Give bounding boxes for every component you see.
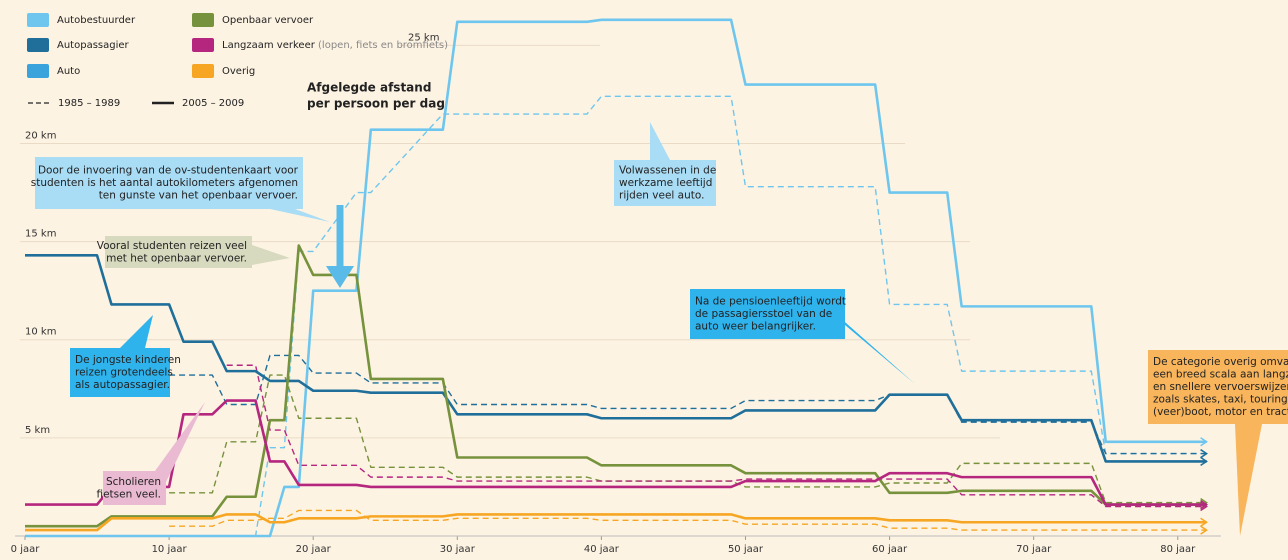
series-line <box>25 254 1207 463</box>
legend-icon <box>27 13 49 27</box>
annotation-box <box>105 236 252 268</box>
annotation-pointer <box>120 315 153 348</box>
legend-label: Autobestuurder <box>57 15 136 26</box>
line-end-arrow <box>1200 499 1208 510</box>
x-tick-label: 10 jaar <box>152 544 188 555</box>
annotation-text: zoals skates, taxi, touringcar, <box>1153 394 1288 406</box>
annotation-text: De jongste kinderen <box>75 354 181 366</box>
legend-icon <box>192 64 214 78</box>
line-end-arrow <box>1200 517 1208 527</box>
annotation-text: De categorie overig omvat <box>1153 356 1288 368</box>
y-tick-label: 5 km <box>25 425 50 436</box>
annotation: Door de invoering van de ov-studentenkaa… <box>31 157 330 222</box>
annotation-box <box>614 160 716 206</box>
annotation-text: Volwassenen in de <box>619 165 716 177</box>
annotation-box <box>690 289 845 339</box>
x-tick-label: 70 jaar <box>1016 544 1052 555</box>
annotation-pointer <box>155 402 205 482</box>
annotation-text: en snellere vervoerswijzen <box>1153 381 1288 393</box>
annotation-box <box>70 348 170 397</box>
annotation-text: de passagiersstoel van de <box>695 308 832 320</box>
x-tick-label: 20 jaar <box>296 544 332 555</box>
y-tick-label: 25 km <box>408 32 439 43</box>
series-line <box>25 95 1207 537</box>
line-end-arrow <box>1200 456 1208 467</box>
x-tick-label: 30 jaar <box>440 544 476 555</box>
legend-label: 1985 – 1989 <box>58 98 120 109</box>
series-line <box>169 354 1207 455</box>
legend-icon <box>27 64 49 78</box>
annotation-text: rijden veel auto. <box>619 190 704 202</box>
annotation-pointer <box>252 245 290 265</box>
legend: Autobestuurder Autopassagier Auto Openbaar … <box>27 13 448 109</box>
annotation-text: Vooral studenten reizen veel <box>97 240 247 252</box>
series-line <box>25 244 1207 528</box>
line-end-arrow <box>1200 437 1208 447</box>
legend-icon <box>192 13 214 27</box>
annotation-text: (veer)boot, motor en tractor. <box>1153 406 1288 418</box>
legend-label: 2005 – 2009 <box>182 98 244 109</box>
annotation-text: als autopassagier. <box>75 379 170 391</box>
annotation-text: ten gunste van het openbaar vervoer. <box>99 190 298 202</box>
y-tick-label: 15 km <box>25 229 56 240</box>
annotation-text: Na de pensioenleeftijd wordt <box>695 296 846 308</box>
legend-icon <box>27 38 49 52</box>
x-tick-label: 0 jaar <box>11 544 41 555</box>
title-line: per persoon per dag <box>307 97 445 111</box>
annotation-text: fietsen veel. <box>96 488 161 500</box>
x-tick-label: 40 jaar <box>584 544 620 555</box>
x-tick-label: 60 jaar <box>872 544 908 555</box>
annotation-text: studenten is het aantal autokilometers a… <box>31 177 298 189</box>
annotation-text: werkzame leeftijd <box>619 177 712 189</box>
legend-icon <box>192 38 214 52</box>
legend-label: Openbaar vervoer <box>222 15 314 26</box>
annotation-text: auto weer belangrijker. <box>695 321 816 333</box>
arrow-head <box>326 266 354 288</box>
annotation-text: Door de invoering van de ov-studentenkaa… <box>38 165 299 177</box>
annotation-box <box>103 471 166 505</box>
series-line <box>25 18 1207 538</box>
series-line <box>169 509 1207 531</box>
x-tick-label: 50 jaar <box>728 544 764 555</box>
legend-label: Langzaam verkeer (lopen, fiets en bromfi… <box>222 40 448 51</box>
annotation-text: met het openbaar vervoer. <box>106 252 247 264</box>
y-tick-label: 20 km <box>25 130 56 141</box>
title-line: Afgelegde afstand <box>307 81 431 95</box>
series-line <box>169 374 1207 504</box>
line-end-arrow <box>1200 525 1208 535</box>
legend-label: Overig <box>222 66 255 77</box>
annotation-pointer <box>270 209 330 222</box>
series-line <box>25 513 1207 532</box>
x-tick-label: 80 jaar <box>1160 544 1196 555</box>
y-tick-label: 10 km <box>25 327 56 338</box>
annotation-pointer <box>650 122 670 160</box>
series-line <box>226 364 1207 508</box>
annotation-box <box>35 157 303 209</box>
annotation-text: Scholieren <box>106 476 161 488</box>
annotation-text: een breed scala aan langzame <box>1153 369 1288 381</box>
legend-label: Auto <box>57 66 80 77</box>
series-line <box>25 399 1207 506</box>
line-end-arrow <box>1200 448 1208 459</box>
annotation-text: reizen grotendeels <box>75 367 173 379</box>
legend-note: (lopen, fiets en bromfiets) <box>315 40 448 51</box>
annotation-pointer <box>1235 424 1262 536</box>
annotation-box <box>1148 350 1288 424</box>
chart-title: Afgelegde afstand per persoon per dag <box>307 81 445 111</box>
legend-label: Autopassagier <box>57 40 130 51</box>
